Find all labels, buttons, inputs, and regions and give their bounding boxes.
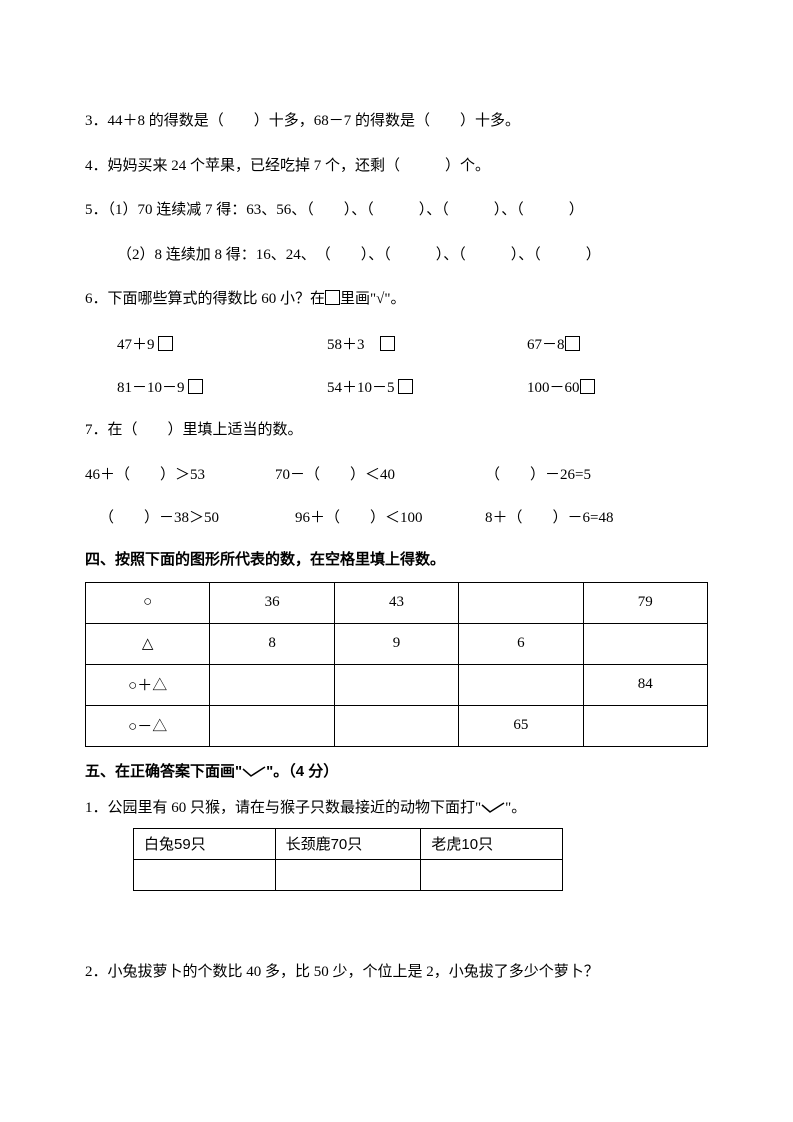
table-row: ○＋△ 84 <box>86 664 708 705</box>
q6-r1-b: 58＋3 <box>327 333 527 354</box>
q6-r2-a-text: 81－10－9 <box>117 380 188 396</box>
cell <box>334 705 458 746</box>
cell <box>421 859 563 890</box>
cell: ○ <box>86 582 210 623</box>
cell <box>583 705 707 746</box>
checkmark-icon <box>242 766 266 778</box>
cell: 6 <box>459 623 583 664</box>
shapes-table: ○ 36 43 79 △ 8 9 6 ○＋△ 84 ○－△ 65 <box>85 582 708 747</box>
cell <box>459 582 583 623</box>
cell: ○＋△ <box>86 664 210 705</box>
worksheet-page: 3．44＋8 的得数是（ ）十多，68－7 的得数是（ ）十多。 4．妈妈买来 … <box>0 0 793 1122</box>
question-3: 3．44＋8 的得数是（ ）十多，68－7 的得数是（ ）十多。 <box>85 110 708 133</box>
question-5s-2: 2．小兔拔萝卜的个数比 40 多，比 50 少，个位上是 2，小兔拔了多少个萝卜… <box>85 961 708 984</box>
q6-r1-b-text: 58＋3 <box>327 337 380 353</box>
cell: 老虎10只 <box>421 828 563 859</box>
cell <box>210 664 334 705</box>
question-5s-1: 1．公园里有 60 只猴，请在与猴子只数最接近的动物下面打" "。 <box>85 797 708 820</box>
cell: 79 <box>583 582 707 623</box>
checkmark-icon <box>481 802 505 814</box>
cell <box>134 859 276 890</box>
q6-r1-a: 47＋9 <box>117 333 327 354</box>
cell: 84 <box>583 664 707 705</box>
cell <box>334 664 458 705</box>
box-glyph <box>325 290 340 305</box>
box-glyph <box>158 336 173 351</box>
section-5-heading: 五、在正确答案下面画" "。（4 分） <box>85 761 708 784</box>
box-glyph <box>565 336 580 351</box>
cell: ○－△ <box>86 705 210 746</box>
q6-r2-b-text: 54＋10－5 <box>327 380 398 396</box>
q7-r2-c: 8＋（ ）－6=48 <box>485 506 613 527</box>
q7-r2-b: 96＋（ ）＜100 <box>295 506 485 527</box>
question-5-1: 5．（1）70 连续减 7 得：63、56、（ ）、（ ）、（ ）、（ ） <box>85 199 708 222</box>
section-5-text-a: 五、在正确答案下面画" <box>85 763 242 780</box>
q6-r1-c-text: 67－8 <box>527 337 565 353</box>
table-row: △ 8 9 6 <box>86 623 708 664</box>
question-7-row-1: 46＋（ ）＞53 70－（ ）＜40 （ ）－26=5 <box>85 463 708 484</box>
cell: △ <box>86 623 210 664</box>
table-row: ○－△ 65 <box>86 705 708 746</box>
q5s1-text-b: "。 <box>505 800 526 816</box>
q6-r1-c: 67－8 <box>527 333 580 354</box>
q6-r2-b: 54＋10－5 <box>327 376 527 397</box>
q6-title-text-a: 6．下面哪些算式的得数比 60 小？在 <box>85 291 325 307</box>
animals-table: 白兔59只 长颈鹿70只 老虎10只 <box>133 828 563 891</box>
table-row: ○ 36 43 79 <box>86 582 708 623</box>
box-glyph <box>380 336 395 351</box>
spacer <box>85 891 708 961</box>
question-6-title: 6．下面哪些算式的得数比 60 小？在里画"√"。 <box>85 288 708 311</box>
section-4-heading: 四、按照下面的图形所代表的数，在空格里填上得数。 <box>85 549 708 572</box>
cell: 65 <box>459 705 583 746</box>
q6-r2-c: 100－60 <box>527 376 595 397</box>
box-glyph <box>398 379 413 394</box>
q5s1-text-a: 1．公园里有 60 只猴，请在与猴子只数最接近的动物下面打" <box>85 800 481 816</box>
cell: 长颈鹿70只 <box>275 828 421 859</box>
q7-r2-a: （ ）－38＞50 <box>99 506 295 527</box>
table-row: 白兔59只 长颈鹿70只 老虎10只 <box>134 828 563 859</box>
q6-r2-c-text: 100－60 <box>527 380 580 396</box>
q6-r1-a-text: 47＋9 <box>117 337 158 353</box>
question-6-row-1: 47＋9 58＋3 67－8 <box>85 333 708 354</box>
section-5-text-b: "。（4 分） <box>266 763 338 780</box>
cell <box>275 859 421 890</box>
question-7-title: 7．在（ ）里填上适当的数。 <box>85 419 708 442</box>
cell: 43 <box>334 582 458 623</box>
q7-r1-a: 46＋（ ）＞53 <box>85 463 275 484</box>
box-glyph <box>580 379 595 394</box>
question-4: 4．妈妈买来 24 个苹果，已经吃掉 7 个，还剩（ ）个。 <box>85 155 708 178</box>
cell <box>210 705 334 746</box>
cell <box>583 623 707 664</box>
table-row <box>134 859 563 890</box>
question-5-2: （2）8 连续加 8 得：16、24、 （ ）、（ ）、（ ）、（ ） <box>85 244 708 267</box>
box-glyph <box>188 379 203 394</box>
question-6-row-2: 81－10－9 54＋10－5 100－60 <box>85 376 708 397</box>
cell: 8 <box>210 623 334 664</box>
cell: 9 <box>334 623 458 664</box>
q7-r1-b: 70－（ ）＜40 <box>275 463 485 484</box>
q7-r1-c: （ ）－26=5 <box>485 463 591 484</box>
cell: 36 <box>210 582 334 623</box>
q6-title-text-b: 里画"√"。 <box>340 291 405 307</box>
q6-r2-a: 81－10－9 <box>117 376 327 397</box>
question-7-row-2: （ ）－38＞50 96＋（ ）＜100 8＋（ ）－6=48 <box>85 506 708 527</box>
cell: 白兔59只 <box>134 828 276 859</box>
cell <box>459 664 583 705</box>
